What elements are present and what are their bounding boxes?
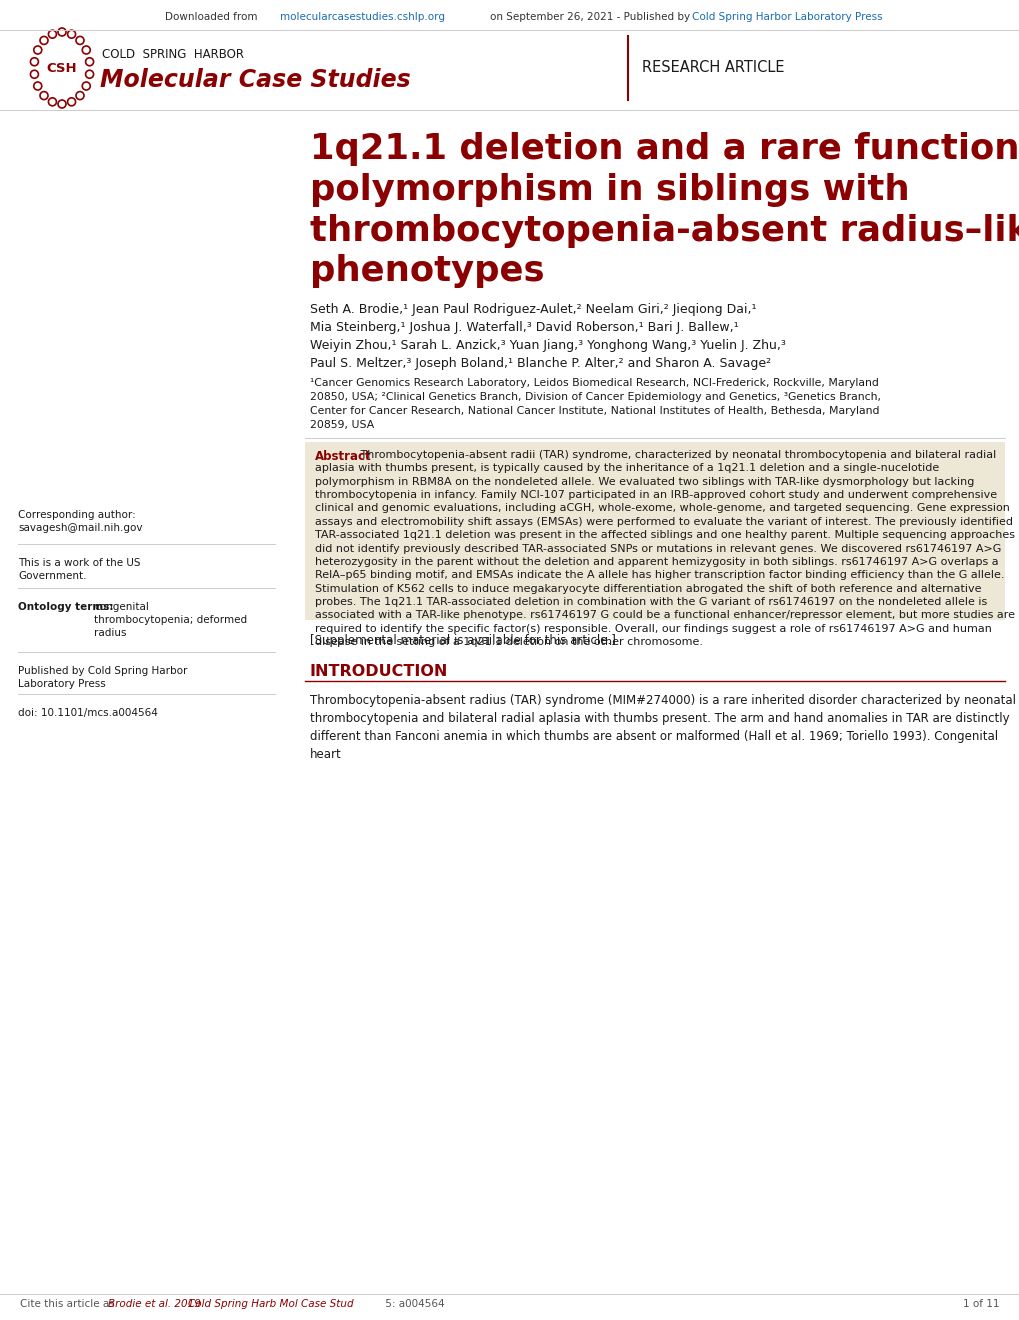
- Text: Thrombocytopenia-absent radii (TAR) syndrome, characterized by neonatal thromboc: Thrombocytopenia-absent radii (TAR) synd…: [315, 450, 1014, 647]
- Text: [Supplemental material is available for this article.]: [Supplemental material is available for …: [310, 634, 615, 647]
- Text: Center for Cancer Research, National Cancer Institute, National Institutes of He: Center for Cancer Research, National Can…: [310, 407, 878, 416]
- Text: Abstract: Abstract: [315, 450, 371, 463]
- Text: Ontology terms:: Ontology terms:: [18, 602, 113, 612]
- Text: Paul S. Meltzer,³ Joseph Boland,¹ Blanche P. Alter,² and Sharon A. Savage²: Paul S. Meltzer,³ Joseph Boland,¹ Blanch…: [310, 356, 770, 370]
- Text: congenital
thrombocytopenia; deformed
radius: congenital thrombocytopenia; deformed ra…: [94, 602, 247, 639]
- FancyBboxPatch shape: [305, 442, 1004, 620]
- Text: Downloaded from: Downloaded from: [165, 12, 257, 22]
- Text: Published by Cold Spring Harbor
Laboratory Press: Published by Cold Spring Harbor Laborato…: [18, 667, 187, 689]
- Text: 1 of 11: 1 of 11: [963, 1299, 999, 1309]
- Text: RESEARCH ARTICLE: RESEARCH ARTICLE: [641, 61, 784, 75]
- Text: Cite this article as: Cite this article as: [20, 1299, 118, 1309]
- Text: 5: a004564: 5: a004564: [382, 1299, 444, 1309]
- Text: Thrombocytopenia-absent radius (TAR) syndrome (MIM#274000) is a rare inherited d: Thrombocytopenia-absent radius (TAR) syn…: [310, 694, 1015, 762]
- Text: doi: 10.1101/mcs.a004564: doi: 10.1101/mcs.a004564: [18, 708, 158, 718]
- Text: molecularcasestudies.cshlp.org: molecularcasestudies.cshlp.org: [280, 12, 444, 22]
- Text: INTRODUCTION: INTRODUCTION: [310, 664, 448, 678]
- Text: 20850, USA; ²Clinical Genetics Branch, Division of Cancer Epidemiology and Genet: 20850, USA; ²Clinical Genetics Branch, D…: [310, 392, 880, 403]
- Text: CSH: CSH: [47, 62, 77, 74]
- Text: Molecular Case Studies: Molecular Case Studies: [100, 69, 411, 92]
- Text: Seth A. Brodie,¹ Jean Paul Rodriguez-Aulet,² Neelam Giri,² Jieqiong Dai,¹: Seth A. Brodie,¹ Jean Paul Rodriguez-Aul…: [310, 304, 756, 315]
- Text: Brodie et al. 2019: Brodie et al. 2019: [108, 1299, 204, 1309]
- Text: on September 26, 2021 - Published by: on September 26, 2021 - Published by: [489, 12, 690, 22]
- Text: Cold Spring Harbor Laboratory Press: Cold Spring Harbor Laboratory Press: [691, 12, 881, 22]
- Text: Corresponding author:
savagesh@mail.nih.gov: Corresponding author: savagesh@mail.nih.…: [18, 510, 143, 533]
- Text: Mia Steinberg,¹ Joshua J. Waterfall,³ David Roberson,¹ Bari J. Ballew,¹: Mia Steinberg,¹ Joshua J. Waterfall,³ Da…: [310, 321, 738, 334]
- Text: COLD  SPRING  HARBOR: COLD SPRING HARBOR: [102, 48, 244, 61]
- Text: 1q21.1 deletion and a rare functional
polymorphism in siblings with
thrombocytop: 1q21.1 deletion and a rare functional po…: [310, 132, 1019, 288]
- Text: ¹Cancer Genomics Research Laboratory, Leidos Biomedical Research, NCI-Frederick,: ¹Cancer Genomics Research Laboratory, Le…: [310, 378, 878, 388]
- Text: 20859, USA: 20859, USA: [310, 420, 374, 430]
- Text: This is a work of the US
Government.: This is a work of the US Government.: [18, 558, 141, 581]
- Text: Weiyin Zhou,¹ Sarah L. Anzick,³ Yuan Jiang,³ Yonghong Wang,³ Yuelin J. Zhu,³: Weiyin Zhou,¹ Sarah L. Anzick,³ Yuan Jia…: [310, 339, 785, 352]
- Text: Cold Spring Harb Mol Case Stud: Cold Spring Harb Mol Case Stud: [187, 1299, 354, 1309]
